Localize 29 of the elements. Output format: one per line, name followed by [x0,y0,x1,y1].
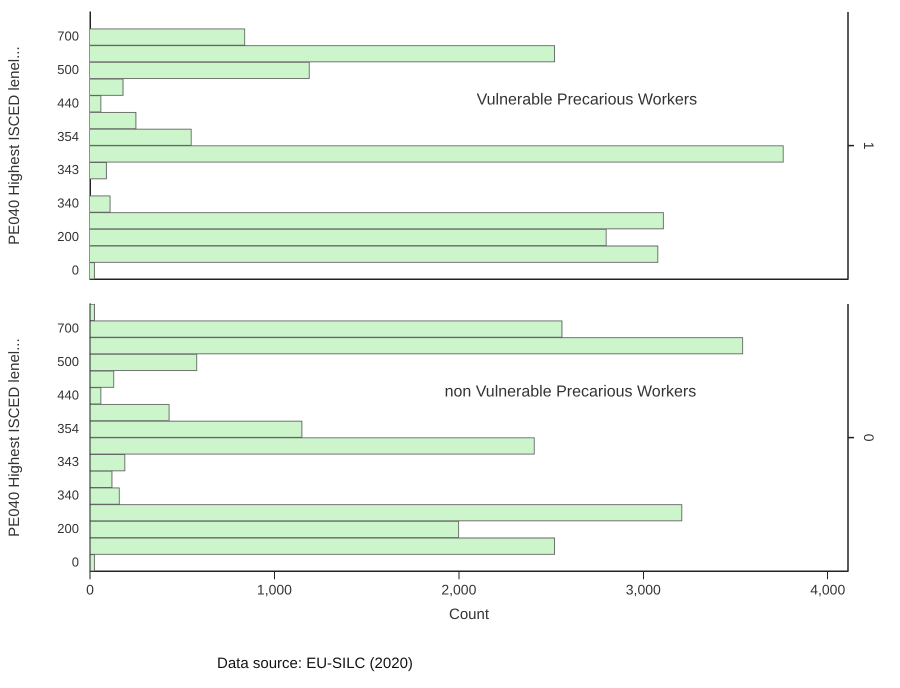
x-tick-label: 3,000 [626,581,662,598]
y-tick-label: 354 [57,128,79,144]
y-tick-label: 700 [57,320,79,336]
text: 0 [861,434,878,442]
y-tick-label: 440 [57,95,79,110]
text: 1 [861,142,878,150]
y-tick-label: 440 [57,387,79,402]
x-tick-label: 4,000 [810,581,846,598]
x-tick-label: 2,000 [441,581,477,598]
y-tick-label: 340 [57,196,79,211]
x-tick-label: 0 [86,581,94,598]
y-tick-label: 200 [57,229,79,244]
y-tick-label: 200 [57,521,79,536]
y-axis-title: PE040 Highest ISCED lenel... [6,338,24,537]
y-tick-label: 343 [57,162,79,178]
y-tick-label: 354 [57,420,79,436]
y-tick-label: 0 [72,554,79,570]
y-tick-label: 0 [72,262,79,278]
y-tick-label: 343 [57,454,79,470]
y-tick-label: 500 [57,62,79,78]
y-tick-label: 500 [57,354,79,370]
source-note: Data source: EU-SILC (2020) [217,655,413,672]
y-tick-label: 700 [57,28,79,44]
x-tick-label: 1,000 [256,581,292,598]
y-axis-title: PE040 Highest ISCED lenel... [6,46,24,245]
y-tick-label: 340 [57,488,79,503]
annotation: non Vulnerable Precarious Workers [444,384,696,401]
annotation: Vulnerable Precarious Workers [476,92,698,109]
x-axis-title: Count [448,606,490,624]
